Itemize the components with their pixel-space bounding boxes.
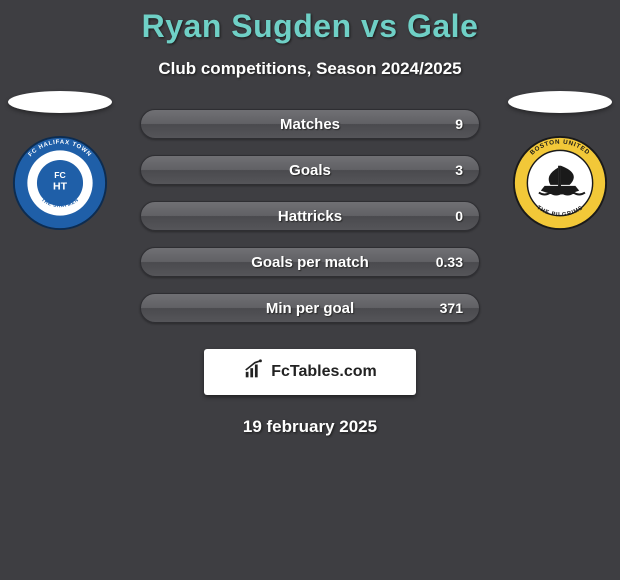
stat-row: Matches 9 [140,109,480,139]
stat-label: Goals [289,162,331,179]
stat-value: 0.33 [436,254,463,270]
stat-row: Hattricks 0 [140,201,480,231]
stat-row: Goals per match 0.33 [140,247,480,277]
stat-value: 3 [455,162,463,178]
stat-label: Hattricks [278,208,342,225]
left-ellipse-decor [8,91,112,113]
page-title: Ryan Sugden vs Gale [0,8,620,45]
svg-text:FC: FC [54,170,66,180]
brand-text: FcTables.com [271,363,377,381]
svg-text:HT: HT [53,181,68,193]
right-club-badge: BOSTON UNITED THE PILGRIMS [512,135,608,231]
stat-row: Min per goal 371 [140,293,480,323]
stat-value: 9 [455,116,463,132]
brand-card: FcTables.com [204,349,416,395]
stat-label: Min per goal [266,300,354,317]
stat-value: 0 [455,208,463,224]
stat-value: 371 [440,300,463,316]
stat-label: Matches [280,116,340,133]
brand-chart-icon [243,359,265,386]
stat-row: Goals 3 [140,155,480,185]
stat-label: Goals per match [251,254,369,271]
page-subtitle: Club competitions, Season 2024/2025 [0,59,620,79]
right-club-column: BOSTON UNITED THE PILGRIMS [500,91,620,231]
right-ellipse-decor [508,91,612,113]
left-club-badge: FC HT FC HALIFAX TOWN THE SHAYMEN [12,135,108,231]
left-club-column: FC HT FC HALIFAX TOWN THE SHAYMEN [0,91,120,231]
stats-list: Matches 9 Goals 3 Hattricks 0 Goals per … [140,109,480,323]
date-text: 19 february 2025 [0,417,620,437]
